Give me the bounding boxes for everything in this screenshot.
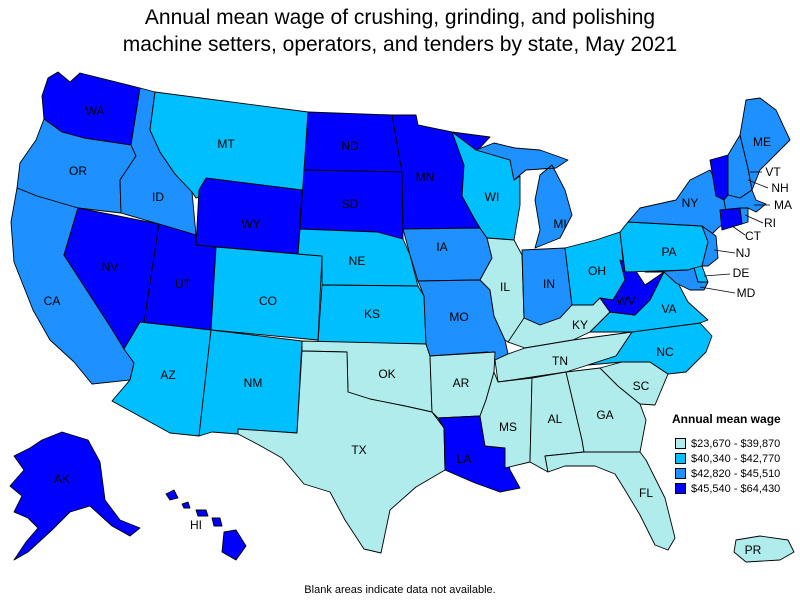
label-WV: WV (616, 294, 635, 308)
state-FL[interactable] (544, 451, 676, 551)
label-MA: MA (774, 198, 792, 212)
state-TX[interactable] (237, 350, 446, 554)
legend-row: $45,540 - $64,430 (672, 481, 798, 496)
label-OK: OK (378, 367, 395, 381)
legend-label: $40,340 - $42,770 (691, 452, 781, 465)
legend-row: $40,340 - $42,770 (672, 451, 798, 466)
label-FL: FL (639, 486, 653, 500)
state-MD[interactable] (644, 267, 709, 291)
legend-label: $42,820 - $45,510 (691, 467, 781, 480)
label-SD: SD (342, 197, 359, 211)
label-NV: NV (102, 260, 119, 274)
state-PR[interactable] (733, 535, 795, 563)
label-NJ: NJ (736, 246, 751, 260)
state-NJ[interactable] (701, 225, 719, 267)
label-UT: UT (175, 277, 192, 291)
label-WA: WA (86, 104, 105, 118)
label-IN: IN (543, 277, 555, 291)
legend-swatch (675, 468, 686, 479)
label-ND: ND (341, 139, 359, 153)
label-OR: OR (69, 164, 87, 178)
legend-row: $23,670 - $39,870 (672, 436, 798, 451)
label-KS: KS (364, 307, 380, 321)
legend-swatch (675, 453, 686, 464)
label-HI: HI (190, 518, 202, 532)
label-IA: IA (436, 240, 447, 254)
title-line-2: machine setters, operators, and tenders … (122, 33, 678, 56)
state-MI[interactable] (475, 142, 573, 249)
label-MD: MD (737, 286, 756, 300)
state-RI[interactable] (739, 207, 749, 225)
label-RI: RI (764, 216, 776, 230)
label-OH: OH (588, 264, 606, 278)
state-AK[interactable] (9, 431, 141, 561)
label-WI: WI (485, 190, 500, 204)
legend-swatch (675, 483, 686, 494)
label-NH: NH (771, 181, 788, 195)
map-title: Annual mean wage of crushing, grinding, … (0, 4, 800, 58)
label-GA: GA (596, 408, 613, 422)
label-CT: CT (745, 229, 762, 243)
label-AR: AR (453, 376, 470, 390)
label-IL: IL (500, 280, 510, 294)
map-legend: Annual mean wage $23,670 - $39,870 $40,3… (672, 412, 798, 496)
label-PA: PA (661, 245, 676, 259)
label-AK: AK (54, 472, 70, 486)
title-line-1: Annual mean wage of crushing, grinding, … (144, 6, 656, 29)
label-MS: MS (499, 420, 517, 434)
label-ID: ID (152, 190, 164, 204)
label-CO: CO (259, 294, 277, 308)
label-LA: LA (457, 452, 472, 466)
label-DE: DE (733, 266, 750, 280)
label-NM: NM (244, 376, 263, 390)
state-abbreviation-labels: WA OR CA NV ID MT WY UT AZ CO NM ND SD N… (44, 104, 792, 557)
state-IL[interactable] (479, 237, 525, 343)
label-SC: SC (633, 379, 650, 393)
legend-label: $45,540 - $64,430 (691, 482, 781, 495)
label-NE: NE (349, 254, 366, 268)
label-AL: AL (548, 412, 563, 426)
label-MO: MO (449, 310, 468, 324)
state-ME[interactable] (739, 97, 791, 191)
label-WY: WY (241, 217, 260, 231)
label-ME: ME (753, 135, 771, 149)
legend-swatch (675, 438, 686, 449)
state-IA[interactable] (402, 227, 493, 282)
label-MN: MN (416, 170, 435, 184)
label-leader-lines (699, 171, 770, 294)
label-VT: VT (765, 165, 781, 179)
state-WY[interactable] (195, 177, 303, 255)
state-HI[interactable] (165, 489, 247, 561)
legend-title: Annual mean wage (672, 412, 781, 426)
state-CT[interactable] (719, 207, 743, 231)
legend-label: $23,670 - $39,870 (691, 437, 781, 450)
label-KY: KY (572, 318, 588, 332)
label-MT: MT (217, 137, 235, 151)
legend-row: $42,820 - $45,510 (672, 466, 798, 481)
footnote: Blank areas indicate data not available. (304, 584, 496, 596)
label-MI: MI (553, 217, 566, 231)
state-CO[interactable] (210, 246, 323, 341)
label-CA: CA (44, 294, 61, 308)
label-TN: TN (552, 354, 568, 368)
label-TX: TX (351, 443, 366, 457)
label-NY: NY (682, 196, 699, 210)
label-PR: PR (745, 543, 762, 557)
label-NC: NC (656, 345, 674, 359)
label-VA: VA (661, 302, 676, 316)
label-AZ: AZ (160, 368, 175, 382)
